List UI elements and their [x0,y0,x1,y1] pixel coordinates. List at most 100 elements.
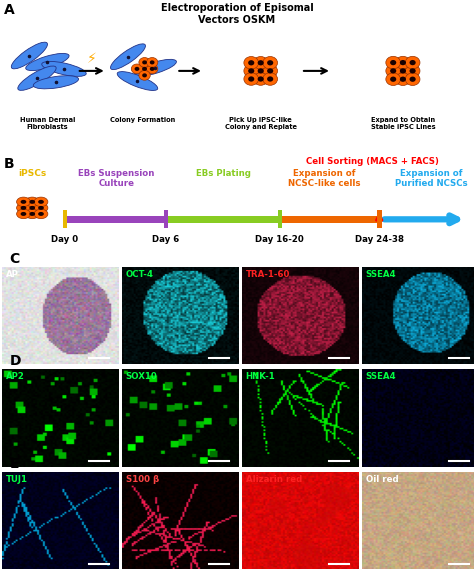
Text: SSEA4: SSEA4 [365,372,396,381]
Circle shape [17,197,30,207]
Circle shape [254,56,268,69]
Circle shape [390,77,396,82]
Circle shape [20,200,27,204]
Text: C: C [9,252,20,266]
Text: Day 0: Day 0 [51,235,78,244]
Circle shape [34,209,48,218]
Circle shape [26,203,39,213]
Circle shape [390,68,396,74]
Circle shape [38,212,44,216]
Circle shape [410,68,416,74]
Circle shape [131,64,143,74]
Circle shape [26,209,39,218]
Text: Cell Sorting (MACS + FACS): Cell Sorting (MACS + FACS) [306,156,438,166]
Circle shape [146,58,158,67]
Ellipse shape [11,42,47,69]
Circle shape [142,67,147,71]
Circle shape [257,76,264,82]
Text: E: E [9,457,19,471]
Text: A: A [4,3,15,17]
Circle shape [395,64,410,77]
Circle shape [139,64,150,74]
Text: Colony Formation: Colony Formation [109,117,175,124]
Circle shape [38,206,44,210]
Circle shape [142,73,147,77]
Ellipse shape [110,44,146,70]
Text: Expansion of
NCSC-like cells: Expansion of NCSC-like cells [289,168,361,188]
Circle shape [26,197,39,207]
Circle shape [139,58,150,67]
Circle shape [267,76,273,82]
Circle shape [395,73,410,85]
Text: S100 β: S100 β [126,475,159,484]
Text: Electroporation of Episomal
Vectors OSKM: Electroporation of Episomal Vectors OSKM [161,3,313,25]
Text: B: B [4,156,14,171]
Text: Oil red: Oil red [365,475,398,484]
Ellipse shape [135,59,176,76]
Circle shape [20,212,27,216]
Circle shape [248,76,255,82]
Circle shape [400,60,406,65]
Circle shape [410,77,416,82]
Text: iPSCs: iPSCs [18,168,46,178]
Circle shape [34,203,48,213]
Circle shape [248,68,255,74]
Bar [67,216,166,223]
Text: TRA-1-60: TRA-1-60 [246,270,290,279]
Ellipse shape [18,66,56,91]
Circle shape [263,73,278,85]
Circle shape [390,60,396,65]
Circle shape [257,60,264,66]
Ellipse shape [33,76,79,89]
Ellipse shape [26,53,69,70]
Circle shape [263,64,278,77]
Circle shape [150,60,155,64]
Circle shape [386,56,401,69]
Text: AP: AP [6,270,19,279]
Text: ⚡: ⚡ [87,52,96,67]
Circle shape [405,56,420,69]
Ellipse shape [117,71,158,91]
Circle shape [142,60,147,64]
Circle shape [146,64,158,74]
Circle shape [38,200,44,204]
Bar [282,216,379,223]
Circle shape [139,70,150,80]
Circle shape [410,60,416,65]
Circle shape [20,206,27,210]
Circle shape [244,73,259,85]
Text: Alizarin red: Alizarin red [246,475,302,484]
Circle shape [29,206,35,210]
Text: EBs Suspension
Culture: EBs Suspension Culture [78,168,155,188]
Circle shape [244,56,259,69]
Circle shape [135,67,139,71]
Bar [278,210,282,228]
Circle shape [150,67,155,71]
Text: Day 16-20: Day 16-20 [255,235,304,244]
Circle shape [400,77,406,82]
Text: EBs Plating: EBs Plating [196,168,251,178]
Circle shape [267,68,273,74]
Text: TUJ1: TUJ1 [6,475,28,484]
Bar [168,216,280,223]
Text: HNK-1: HNK-1 [246,372,275,381]
Circle shape [17,203,30,213]
Circle shape [34,197,48,207]
Circle shape [244,64,259,77]
Circle shape [267,60,273,66]
Text: Expand to Obtain
Stable iPSC Lines: Expand to Obtain Stable iPSC Lines [371,117,435,131]
Text: SSEA4: SSEA4 [365,270,396,279]
Text: Pick Up iPSC-like
Colony and Replate: Pick Up iPSC-like Colony and Replate [225,117,297,131]
Text: D: D [9,354,21,368]
Ellipse shape [42,62,86,76]
Circle shape [254,64,268,77]
Bar [164,210,168,228]
Text: SOX10: SOX10 [126,372,157,381]
Bar [377,210,382,228]
Circle shape [395,56,410,69]
Circle shape [17,209,30,218]
Circle shape [29,200,35,204]
Circle shape [29,212,35,216]
Circle shape [405,73,420,85]
Text: AP2: AP2 [6,372,25,381]
